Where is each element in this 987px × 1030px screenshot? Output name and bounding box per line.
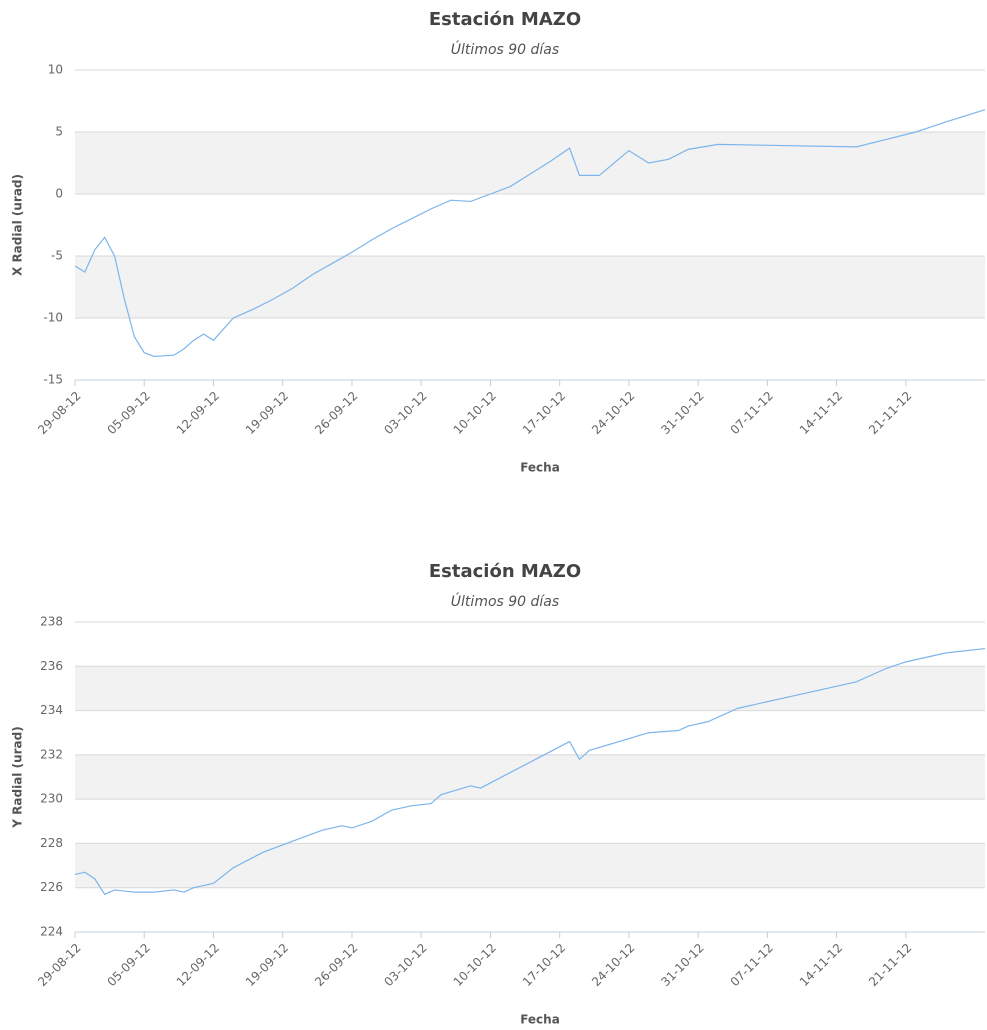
y-tick-label: 234 — [40, 703, 63, 717]
y-axis-title: X Radial (urad) — [11, 174, 25, 276]
grid-band — [75, 666, 985, 711]
grid-band — [75, 132, 985, 194]
y-tick-label: 232 — [40, 747, 63, 761]
x-tick-label: 21-11-12 — [866, 389, 914, 437]
x-tick-label: 03-10-12 — [381, 389, 429, 437]
y-tick-label: 230 — [40, 792, 63, 806]
x-tick-label: 26-09-12 — [312, 389, 360, 437]
x-tick-label: 31-10-12 — [658, 941, 706, 989]
x-tick-label: 24-10-12 — [589, 389, 637, 437]
x-tick-label: 17-10-12 — [520, 941, 568, 989]
x-tick-label: 24-10-12 — [589, 941, 637, 989]
x-axis-title: Fecha — [520, 461, 560, 475]
x-tick-label: 19-09-12 — [243, 941, 291, 989]
y-tick-label: 5 — [55, 125, 63, 139]
data-line — [74, 647, 986, 896]
chart-title: Estación MAZO — [429, 561, 581, 582]
x-tick-label: 14-11-12 — [797, 389, 845, 437]
chart-title: Estación MAZO — [429, 9, 581, 30]
grid-band — [75, 256, 985, 318]
x-tick-label: 12-09-12 — [174, 941, 222, 989]
x-tick-label: 17-10-12 — [520, 389, 568, 437]
y-tick-label: 10 — [48, 63, 63, 77]
chart-subtitle: Últimos 90 días — [451, 40, 559, 58]
y-tick-label: 236 — [40, 659, 63, 673]
y-tick-label: 226 — [40, 880, 63, 894]
x-tick-label: 10-10-12 — [451, 941, 499, 989]
x-tick-label: 03-10-12 — [381, 941, 429, 989]
x-tick-label: 29-08-12 — [35, 389, 83, 437]
y-tick-label: 0 — [55, 187, 63, 201]
chart: Estación MAZO Últimos 90 días -15 -10 -5 0 5 10… — [11, 9, 986, 475]
y-tick-label: 228 — [40, 836, 63, 850]
x-tick-label: 29-08-12 — [35, 941, 83, 989]
x-tick-label: 10-10-12 — [451, 389, 499, 437]
chart: Estación MAZO Últimos 90 días 224 226 228 230… — [11, 561, 986, 1027]
y-tick-label: -10 — [43, 311, 63, 325]
x-tick-label: 05-09-12 — [104, 941, 152, 989]
x-tick-label: 12-09-12 — [174, 389, 222, 437]
y-axis-title: Y Radial (urad) — [11, 726, 25, 828]
chart-subtitle: Últimos 90 días — [451, 592, 559, 610]
x-tick-label: 05-09-12 — [104, 389, 152, 437]
x-tick-label: 14-11-12 — [797, 941, 845, 989]
x-axis-title: Fecha — [520, 1013, 560, 1027]
y-tick-label: 238 — [40, 615, 63, 629]
x-tick-label: 21-11-12 — [866, 941, 914, 989]
y-tick-label: -15 — [43, 373, 63, 387]
data-line — [74, 109, 986, 358]
x-tick-label: 26-09-12 — [312, 941, 360, 989]
x-tick-label: 07-11-12 — [728, 389, 776, 437]
x-tick-label: 31-10-12 — [658, 389, 706, 437]
x-tick-label: 07-11-12 — [728, 941, 776, 989]
x-tick-label: 19-09-12 — [243, 389, 291, 437]
grid-band — [75, 843, 985, 888]
grid-band — [75, 754, 985, 800]
y-tick-label: -5 — [51, 249, 63, 263]
y-tick-label: 224 — [40, 925, 63, 939]
